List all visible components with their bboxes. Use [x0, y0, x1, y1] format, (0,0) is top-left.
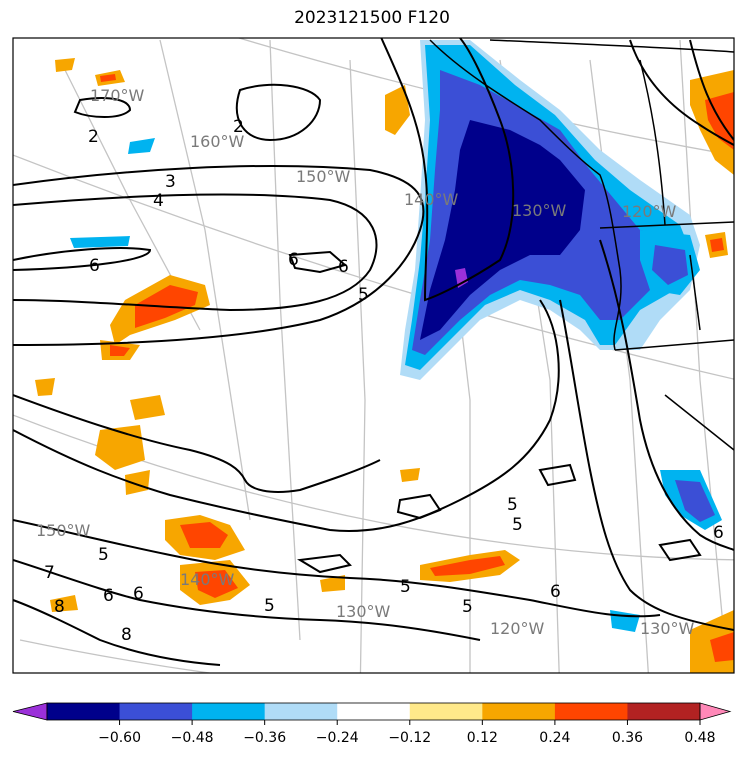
contour-label: 6 [338, 257, 349, 277]
contour-label: 6 [550, 582, 561, 602]
contour-label: 6 [288, 250, 299, 270]
longitude-labels: 170°W 160°W 150°W 140°W 130°W 120°W 150°… [36, 86, 695, 638]
contour-label: 7 [44, 563, 55, 583]
contour-label: 5 [98, 545, 109, 565]
lon-label: 160°W [190, 132, 245, 151]
contour-label: 6 [89, 256, 100, 276]
contour-label: 5 [400, 577, 411, 597]
lon-label: 120°W [490, 619, 545, 638]
colorbar-segment [482, 703, 556, 720]
colorbar-extend-min [12, 702, 48, 721]
lon-label: 150°W [36, 521, 91, 540]
colorbar-segment [627, 703, 701, 720]
contour-label: 8 [54, 597, 65, 617]
colorbar-extend-max [699, 702, 732, 721]
lon-label: 130°W [640, 619, 695, 638]
contour-label: 5 [507, 495, 518, 515]
contour-labels: 2 2 3 4 6 5 6 6 5 5 5 5 5 6 6 6 7 8 8 5 … [44, 117, 724, 645]
lon-label: 140°W [404, 190, 459, 209]
lon-label: 130°W [336, 602, 391, 621]
colorbar-segment [264, 703, 338, 720]
colorbar-tick-label: 0.12 [467, 730, 498, 746]
colorbar-segment [47, 703, 121, 720]
colorbar-segment [192, 703, 266, 720]
lon-label: 130°W [512, 201, 567, 220]
colorbar: −0.60 −0.48 −0.36 −0.24 −0.12 0.12 0.24 0.36 0.4… [12, 702, 732, 746]
contour-label: 5 [462, 597, 473, 617]
contour-label: 2 [233, 117, 244, 137]
colorbar-segment [554, 703, 628, 720]
lon-label: 120°W [622, 202, 677, 221]
colorbar-segment [337, 703, 411, 720]
lon-label: 140°W [180, 570, 235, 589]
contour-label: 5 [264, 596, 275, 616]
contour-label: 6 [103, 586, 114, 606]
contour-label: 5 [512, 515, 523, 535]
colorbar-tick-label: 0.24 [539, 730, 570, 746]
colorbar-tick-label: −0.48 [171, 730, 214, 746]
colorbar-tick-label: −0.12 [388, 730, 431, 746]
contour-label: 4 [153, 191, 164, 211]
contour-label: 6 [133, 584, 144, 604]
contour-label: 3 [165, 172, 176, 192]
contour-label: 6 [713, 523, 724, 543]
coastline [429, 39, 734, 451]
contour-label: 8 [121, 625, 132, 645]
map-title: 2023121500 F120 [294, 8, 450, 28]
colorbar-tick-label: −0.24 [316, 730, 359, 746]
contour-lines [13, 38, 734, 666]
positive-anomaly-field [35, 58, 734, 673]
lon-label: 150°W [296, 167, 351, 186]
negative-anomaly-field [70, 40, 722, 632]
colorbar-tick-label: −0.36 [243, 730, 286, 746]
lon-label: 170°W [90, 86, 145, 105]
contour-label: 5 [358, 285, 369, 305]
contour-label: 2 [88, 127, 99, 147]
map-panel: 170°W 160°W 150°W 140°W 130°W 120°W 150°… [13, 38, 734, 673]
colorbar-tick-label: −0.60 [98, 730, 141, 746]
colorbar-segment [409, 703, 483, 720]
colorbar-tick-label: 0.48 [684, 730, 715, 746]
map-frame [12, 37, 735, 674]
colorbar-segment [119, 703, 193, 720]
colorbar-frame [46, 702, 701, 721]
colorbar-tick-label: 0.36 [612, 730, 643, 746]
